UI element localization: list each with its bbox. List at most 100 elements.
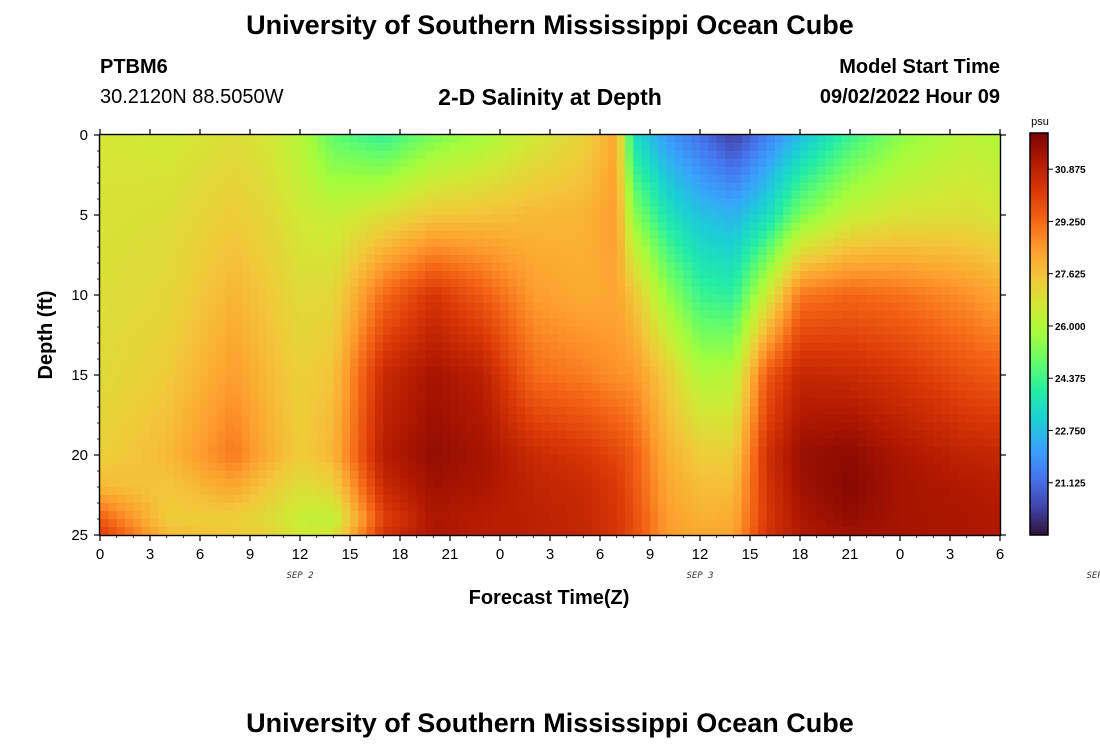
- heatmap-cell: [608, 375, 618, 384]
- heatmap-cell: [500, 207, 509, 216]
- heatmap-cell: [200, 511, 209, 520]
- heatmap-cell: [808, 327, 818, 336]
- heatmap-cell: [133, 375, 143, 384]
- heatmap-cell: [600, 343, 609, 352]
- heatmap-cell: [550, 439, 559, 448]
- heatmap-cell: [325, 471, 334, 480]
- heatmap-cell: [758, 215, 768, 224]
- heatmap-cell: [600, 375, 609, 384]
- heatmap-cell: [325, 415, 334, 424]
- heatmap-cell: [683, 175, 693, 184]
- heatmap-cell: [175, 511, 184, 520]
- heatmap-cell: [400, 463, 409, 472]
- heatmap-cell: [275, 231, 284, 240]
- heatmap-cell: [125, 439, 134, 448]
- heatmap-cell: [291, 375, 301, 384]
- heatmap-cell: [783, 271, 793, 280]
- heatmap-cell: [625, 143, 634, 152]
- heatmap-cell: [450, 303, 459, 312]
- heatmap-cell: [350, 495, 359, 504]
- heatmap-cell: [141, 455, 151, 464]
- heatmap-cell: [566, 135, 576, 144]
- heatmap-cell: [666, 319, 676, 328]
- heatmap-cell: [375, 415, 384, 424]
- heatmap-cell: [275, 471, 284, 480]
- heatmap-cell: [525, 183, 534, 192]
- heatmap-cell: [641, 503, 651, 512]
- heatmap-cell: [791, 183, 801, 192]
- heatmap-cell: [341, 279, 351, 288]
- heatmap-cell: [575, 295, 584, 304]
- heatmap-cell: [200, 519, 209, 528]
- heatmap-cell: [125, 271, 134, 280]
- heatmap-cell: [483, 439, 493, 448]
- heatmap-cell: [241, 303, 251, 312]
- heatmap-cell: [575, 367, 584, 376]
- heatmap-cell: [600, 399, 609, 408]
- heatmap-cell: [275, 343, 284, 352]
- heatmap-cell: [891, 239, 901, 248]
- heatmap-cell: [225, 271, 234, 280]
- heatmap-cell: [708, 255, 718, 264]
- heatmap-cell: [250, 455, 259, 464]
- heatmap-cell: [141, 487, 151, 496]
- heatmap-cell: [916, 375, 926, 384]
- heatmap-cell: [633, 407, 643, 416]
- heatmap-cell: [808, 183, 818, 192]
- heatmap-cell: [700, 151, 709, 160]
- heatmap-cell: [125, 151, 134, 160]
- heatmap-cell: [433, 407, 443, 416]
- heatmap-cell: [200, 335, 209, 344]
- heatmap-cell: [916, 223, 926, 232]
- heatmap-cell: [508, 215, 518, 224]
- heatmap-cell: [416, 383, 426, 392]
- heatmap-cell: [408, 279, 418, 288]
- heatmap-cell: [166, 271, 176, 280]
- heatmap-cell: [900, 183, 909, 192]
- heatmap-cell: [166, 375, 176, 384]
- heatmap-cell: [100, 471, 109, 480]
- heatmap-cell: [433, 503, 443, 512]
- heatmap-cell: [408, 399, 418, 408]
- heatmap-cell: [658, 511, 668, 520]
- heatmap-cell: [283, 495, 293, 504]
- heatmap-cell: [925, 399, 934, 408]
- heatmap-cell: [916, 423, 926, 432]
- heatmap-cell: [491, 175, 501, 184]
- heatmap-cell: [316, 415, 326, 424]
- heatmap-cell: [833, 175, 843, 184]
- heatmap-cell: [875, 263, 884, 272]
- heatmap-cell: [233, 391, 243, 400]
- heatmap-cell: [733, 311, 743, 320]
- heatmap-cell: [208, 479, 218, 488]
- heatmap-cell: [341, 359, 351, 368]
- heatmap-cell: [666, 479, 676, 488]
- heatmap-cell: [500, 255, 509, 264]
- heatmap-cell: [583, 351, 593, 360]
- heatmap-cell: [908, 463, 918, 472]
- heatmap-cell: [333, 175, 343, 184]
- heatmap-cell: [733, 487, 743, 496]
- heatmap-cell: [300, 487, 309, 496]
- heatmap-cell: [575, 527, 584, 536]
- heatmap-cell: [116, 215, 126, 224]
- heatmap-cell: [208, 135, 218, 144]
- heatmap-cell: [533, 447, 543, 456]
- heatmap-cell: [208, 423, 218, 432]
- heatmap-cell: [108, 391, 118, 400]
- heatmap-cell: [783, 359, 793, 368]
- heatmap-cell: [225, 383, 234, 392]
- heatmap-cell: [283, 439, 293, 448]
- heatmap-cell: [300, 247, 309, 256]
- heatmap-cell: [533, 207, 543, 216]
- heatmap-cell: [550, 527, 559, 536]
- heatmap-cell: [341, 159, 351, 168]
- heatmap-cell: [266, 343, 276, 352]
- heatmap-cell: [400, 383, 409, 392]
- heatmap-cell: [150, 279, 159, 288]
- heatmap-cell: [116, 375, 126, 384]
- heatmap-cell: [608, 415, 618, 424]
- heatmap-cell: [791, 335, 801, 344]
- heatmap-cell: [191, 455, 201, 464]
- heatmap-cell: [241, 399, 251, 408]
